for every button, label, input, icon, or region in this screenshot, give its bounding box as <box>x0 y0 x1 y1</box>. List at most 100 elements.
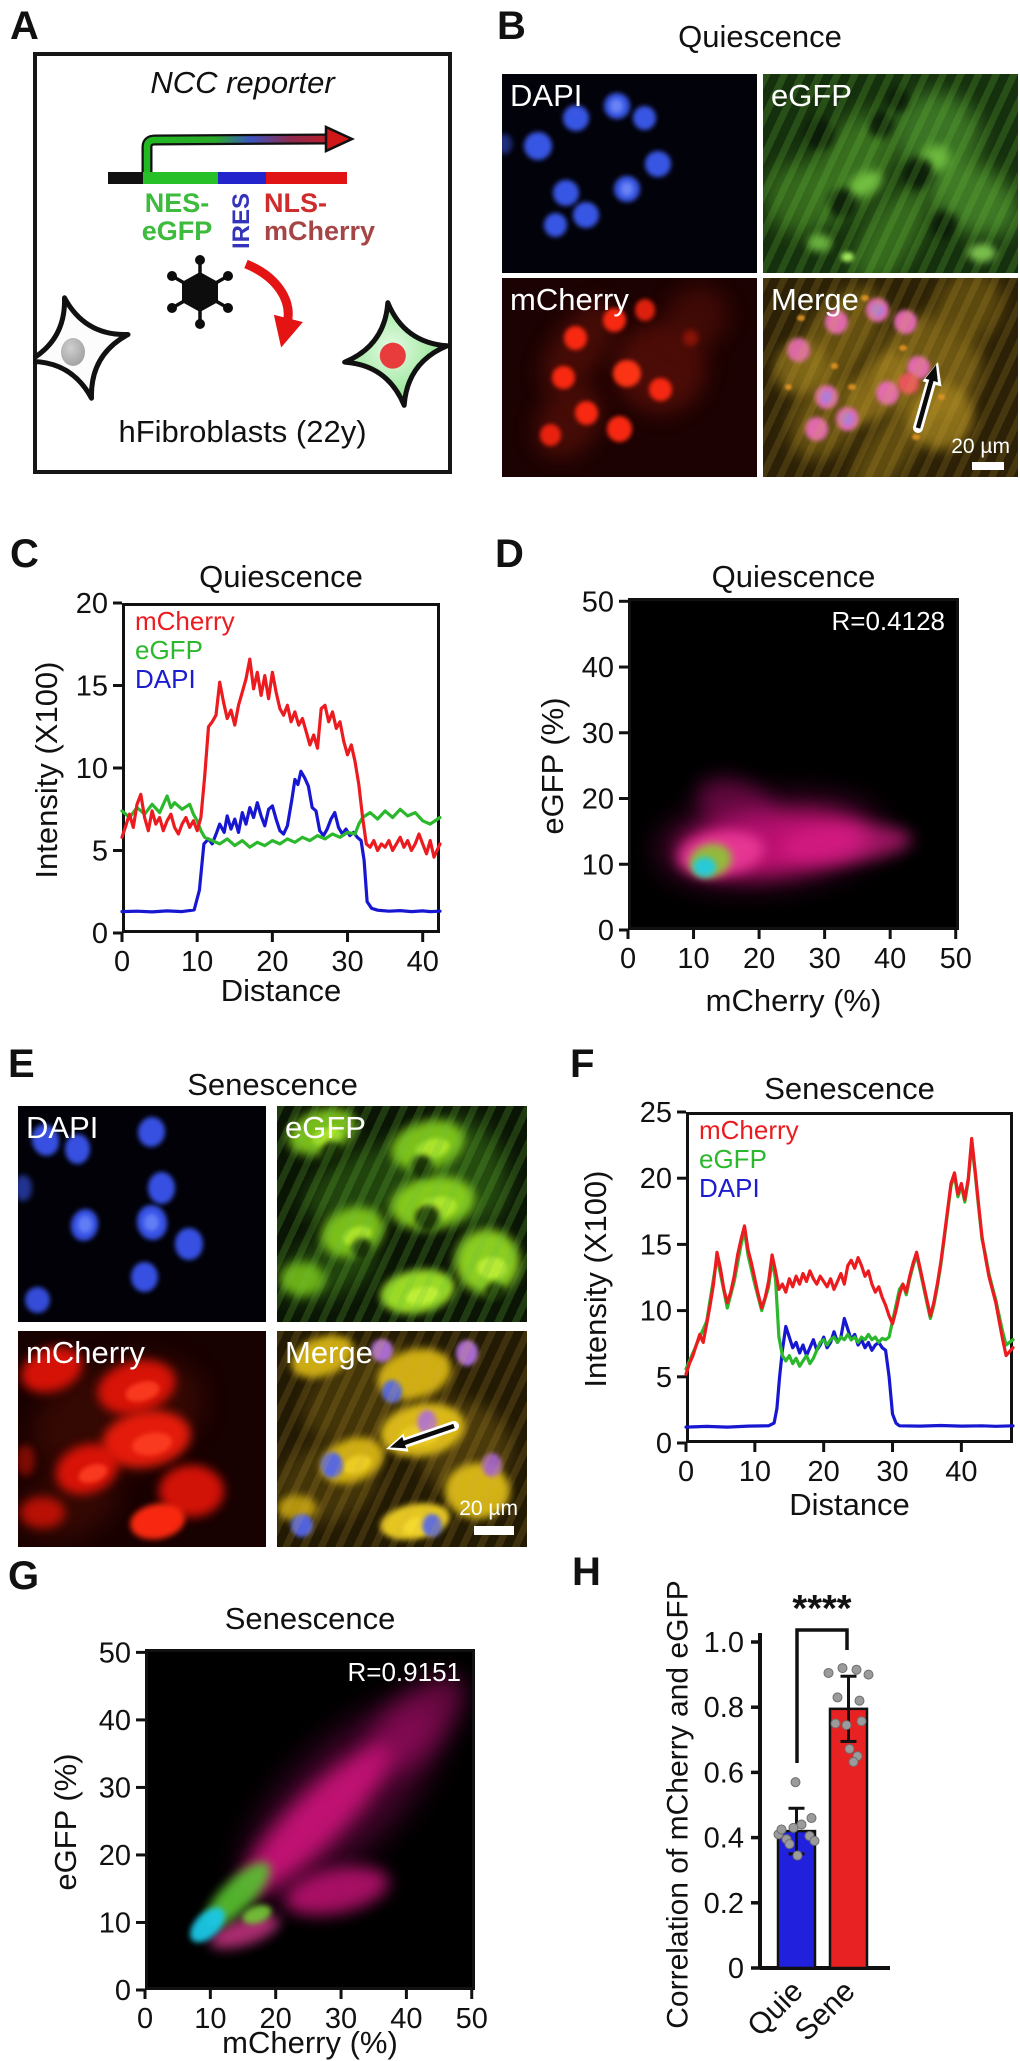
y-tick-label: 0.6 <box>704 1757 744 1789</box>
fluorescence-blob <box>803 117 835 150</box>
fluorescence-blob <box>542 211 569 239</box>
x-tick-label: 40 <box>407 946 439 978</box>
panel-letter-d: D <box>495 532 524 576</box>
fluorescence-blob <box>477 1257 507 1279</box>
fluorescence-blob <box>886 87 910 112</box>
x-tick-label: 30 <box>876 1456 908 1488</box>
fluorescence-blob <box>372 1341 457 1407</box>
x-tick-label: 40 <box>945 1456 977 1488</box>
plot-border <box>122 603 440 933</box>
quiescence-scatter-title: Quiescence <box>711 559 876 594</box>
panel-letter-a: A <box>10 4 39 48</box>
fluorescence-blob <box>633 105 657 130</box>
y-tick-label: 50 <box>582 586 614 618</box>
y-tick-label: 0 <box>656 1428 672 1460</box>
fluorescence-blob <box>610 98 624 113</box>
micro-image-senescence-mcherry <box>18 1331 266 1547</box>
label-egfp: eGFP <box>141 216 213 246</box>
panel-letter-b: B <box>497 4 526 48</box>
x-tick-label: 10 <box>181 946 213 978</box>
density-plot-quiescence <box>628 598 959 930</box>
y-tick-label: 1.0 <box>704 1627 744 1659</box>
significance-bracket <box>795 1628 849 1763</box>
scale-bar-senescence <box>474 1526 514 1535</box>
dapi-trace <box>120 769 442 914</box>
data-point <box>832 1692 843 1703</box>
y-tick-label: 0 <box>598 915 614 947</box>
direction-arrow-icon-senescence <box>386 1421 459 1452</box>
nucleus-red <box>379 342 406 369</box>
label-nes: NES- <box>144 188 210 218</box>
fibroblast-cell-normal <box>33 295 131 401</box>
y-tick-label: 10 <box>582 849 614 881</box>
plot-border <box>145 1649 475 1990</box>
cell-source-caption: hFibroblasts (22y) <box>118 414 367 449</box>
micro-image-quiescence-merge <box>763 278 1018 477</box>
mcherry-trace <box>684 1136 1015 1376</box>
data-point <box>790 1777 801 1788</box>
fluorescence-blob <box>339 1451 375 1479</box>
x-tick-label: 30 <box>809 943 841 975</box>
reporter-diagram-box <box>33 52 452 474</box>
y-axis-title-intensity-quiescence: Intensity (X100) <box>28 661 64 879</box>
channel-label-merge-senescence: Merge <box>285 1335 373 1370</box>
panel-letter-f: F <box>570 1042 595 1086</box>
y-tick-label: 25 <box>640 1097 672 1129</box>
fluorescence-blob <box>807 234 831 253</box>
x-tick-label: 20 <box>743 943 775 975</box>
data-point <box>854 1695 865 1706</box>
y-tick-label: 20 <box>99 1840 131 1872</box>
fluorescence-blob <box>403 1284 441 1308</box>
fluorescence-blob <box>279 1261 325 1297</box>
y-tick-label: 10 <box>99 1907 131 1939</box>
panel-letter-c: C <box>10 532 39 576</box>
y-tick-label: 30 <box>582 718 614 750</box>
data-point <box>863 1669 874 1680</box>
y-tick-label: 5 <box>656 1362 672 1394</box>
y-tick-label: 5 <box>92 836 108 868</box>
legend-item-egfp-senescence: eGFP <box>699 1144 767 1174</box>
fluorescence-blob <box>805 417 828 442</box>
micro-image-quiescence-egfp <box>763 74 1018 273</box>
fluorescence-blob <box>784 384 793 391</box>
fluorescence-blob <box>894 309 918 334</box>
fluorescence-blob <box>18 1175 32 1202</box>
fluorescence-blob <box>410 1154 434 1179</box>
y-tick-label: 30 <box>99 1772 131 1804</box>
x-tick-label: 0 <box>620 943 636 975</box>
x-tick-label: 50 <box>940 943 972 975</box>
fluorescence-blob <box>400 1513 439 1537</box>
data-point <box>776 1824 787 1835</box>
fluorescence-blob <box>407 1106 522 1238</box>
fluorescence-blob <box>844 165 886 202</box>
data-point <box>841 1720 852 1731</box>
y-tick-label: 10 <box>640 1296 672 1328</box>
fluorescence-blob <box>277 1427 390 1537</box>
data-point <box>796 1819 807 1830</box>
fluorescence-blob <box>377 1497 452 1545</box>
legend-item-egfp: eGFP <box>135 635 203 665</box>
fluorescence-blob <box>820 390 834 405</box>
x-tick-label: 20 <box>256 946 288 978</box>
fluorescence-blob <box>290 1513 314 1538</box>
data-point <box>837 1663 848 1674</box>
label-mcherry: mCherry <box>264 216 376 246</box>
fluorescence-blob <box>787 337 811 362</box>
scale-bar-label-senescence: 20 µm <box>459 1497 518 1520</box>
x-tick-label: 0 <box>137 2003 153 2035</box>
fluorescence-blob <box>642 148 673 179</box>
fluorescence-blob <box>968 244 997 263</box>
fluorescence-blob <box>828 188 857 219</box>
x-tick-label: 40 <box>390 2003 422 2035</box>
construct-segment-ires <box>218 172 266 184</box>
panel-letter-g: G <box>8 1554 40 1598</box>
legend-item-mcherry: mCherry <box>135 606 235 636</box>
fluorescence-blob <box>414 1205 440 1232</box>
x-tick-label: 30 <box>331 946 363 978</box>
fluorescence-blob <box>382 1379 402 1404</box>
fluorescence-blob <box>840 252 854 263</box>
micro-image-quiescence-dapi <box>502 74 757 273</box>
fluorescence-blob <box>25 1287 51 1314</box>
senescence-profile-title: Senescence <box>764 1071 935 1106</box>
